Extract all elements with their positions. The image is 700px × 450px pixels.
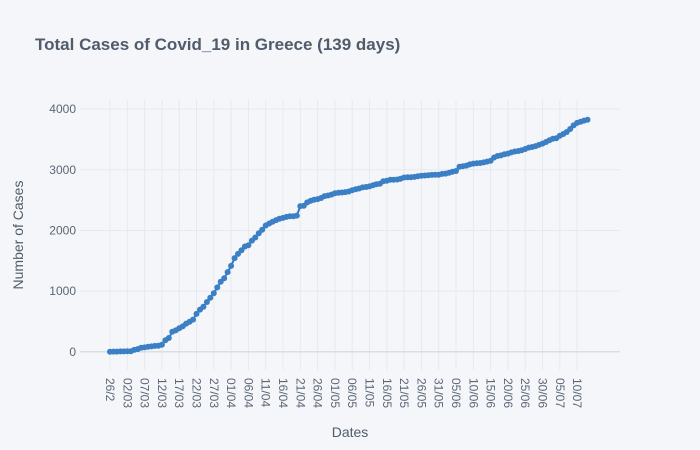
data-point[interactable] bbox=[210, 290, 217, 297]
data-point[interactable] bbox=[231, 255, 238, 262]
x-tick-label: 01/05 bbox=[328, 378, 342, 408]
data-point[interactable] bbox=[252, 234, 259, 241]
data-point[interactable] bbox=[158, 341, 165, 348]
x-tick-label: 11/04 bbox=[259, 378, 273, 407]
data-point[interactable] bbox=[193, 310, 200, 317]
data-point[interactable] bbox=[259, 226, 266, 233]
x-tick-label: 10/07 bbox=[570, 378, 584, 408]
x-tick-label: 31/05 bbox=[432, 378, 446, 408]
x-tick-label: 26/2 bbox=[103, 378, 117, 402]
x-tick-label: 26/05 bbox=[414, 378, 428, 408]
x-tick-label: 17/03 bbox=[172, 378, 186, 408]
x-tick-label: 12/03 bbox=[155, 378, 169, 408]
x-tick-label: 07/03 bbox=[138, 378, 152, 408]
y-tick-label: 4000 bbox=[49, 102, 76, 116]
series-markers bbox=[107, 116, 591, 355]
data-point[interactable] bbox=[165, 335, 172, 341]
data-point[interactable] bbox=[584, 116, 591, 123]
x-tick-label: 21/05 bbox=[397, 378, 411, 408]
x-axis-ticks: 26/2 02/03 07/03 12/03 17/03 22/03 27/03 01/04 0… bbox=[103, 378, 584, 408]
x-tick-label: 26/04 bbox=[311, 378, 325, 408]
x-tick-label: 02/03 bbox=[120, 378, 134, 408]
x-tick-label: 05/06 bbox=[449, 378, 463, 408]
x-tick-label: 11/05 bbox=[363, 378, 377, 407]
x-axis-title: Dates bbox=[332, 424, 369, 440]
x-tick-label: 10/06 bbox=[466, 378, 480, 408]
y-tick-label: 3000 bbox=[49, 163, 76, 177]
series-line bbox=[109, 118, 588, 353]
series-polyline bbox=[109, 118, 588, 353]
x-tick-label: 16/05 bbox=[380, 378, 394, 408]
grid-lines bbox=[80, 100, 620, 370]
x-tick-label: 22/03 bbox=[190, 378, 204, 408]
y-tick-label: 2000 bbox=[49, 223, 76, 237]
y-axis-title: Number of Cases bbox=[10, 181, 26, 290]
x-tick-label: 15/06 bbox=[484, 378, 498, 408]
x-tick-label: 16/04 bbox=[276, 378, 290, 408]
x-tick-label: 06/04 bbox=[241, 378, 255, 408]
data-point[interactable] bbox=[190, 316, 196, 323]
x-tick-label: 06/05 bbox=[345, 378, 359, 408]
data-point[interactable] bbox=[228, 262, 235, 269]
x-tick-label: 20/06 bbox=[501, 378, 515, 408]
y-tick-label: 1000 bbox=[49, 284, 76, 298]
data-point[interactable] bbox=[293, 212, 300, 219]
data-point[interactable] bbox=[224, 269, 231, 276]
data-point[interactable] bbox=[221, 275, 228, 282]
data-point[interactable] bbox=[200, 303, 207, 310]
y-tick-label: 0 bbox=[69, 345, 76, 359]
data-point[interactable] bbox=[245, 242, 252, 249]
x-tick-label: 05/07 bbox=[553, 378, 567, 408]
data-point[interactable] bbox=[207, 294, 214, 301]
chart-title: Total Cases of Covid_19 in Greece (139 d… bbox=[35, 35, 401, 54]
data-point[interactable] bbox=[203, 299, 210, 305]
x-tick-label: 01/04 bbox=[224, 378, 238, 408]
y-axis-ticks: 0 1000 2000 3000 4000 bbox=[49, 102, 76, 359]
x-tick-label: 30/06 bbox=[536, 378, 550, 408]
x-tick-label: 27/03 bbox=[207, 378, 221, 408]
x-tick-label: 21/04 bbox=[293, 378, 307, 408]
data-point[interactable] bbox=[453, 168, 459, 174]
x-tick-label: 25/06 bbox=[518, 378, 532, 408]
data-point[interactable] bbox=[214, 284, 221, 291]
